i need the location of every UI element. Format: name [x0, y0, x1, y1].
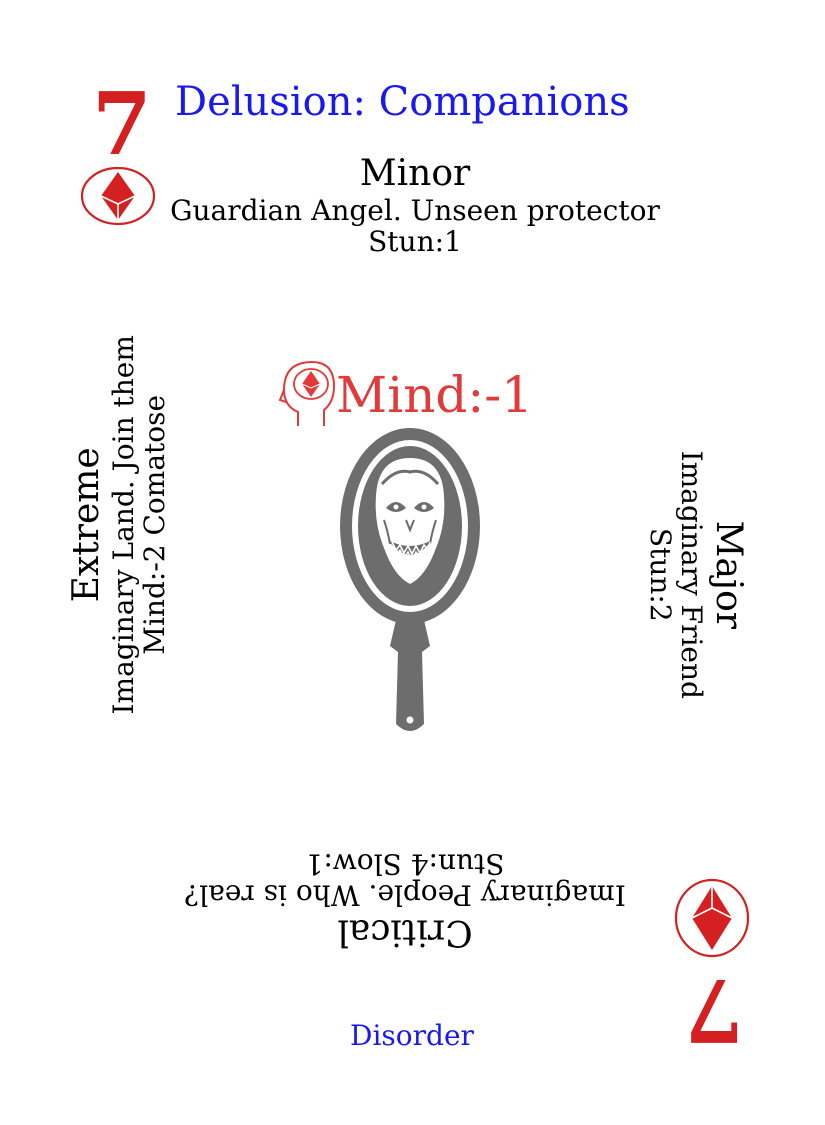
card-footer: Disorder: [350, 1019, 474, 1052]
critical-effect: Stun:4 Slow:1: [305, 847, 505, 881]
minor-desc: Guardian Angel. Unseen protector: [170, 194, 660, 227]
mind-modifier: Mind:-1: [336, 366, 533, 424]
major-desc: Imaginary Friend: [674, 450, 708, 699]
minor-effect: Stun:1: [368, 224, 462, 258]
major-effect: Stun:2: [644, 527, 677, 622]
critical-desc: Imaginary People. Who is real?: [184, 878, 626, 912]
diamond-suit-icon: [80, 166, 156, 226]
major-label: Major: [707, 520, 749, 629]
head-diamond-icon: [278, 360, 336, 426]
minor-label: Minor: [359, 153, 471, 194]
diamond-suit-icon: [674, 878, 750, 958]
card-title: Delusion: Companions: [175, 79, 630, 125]
extreme-effect: Mind:-2 Comatose: [138, 394, 171, 655]
haunted-mirror-icon: [340, 428, 480, 731]
extreme-label: Extreme: [66, 447, 108, 603]
critical-label: Critical: [337, 911, 473, 953]
severity-minor: Minor Guardian Angel. Unseen protector S…: [165, 156, 665, 258]
rank-top-left: 7: [92, 74, 152, 175]
rank-bottom-right: 7: [684, 959, 744, 1060]
severity-extreme: Extreme Imaginary Land. Join them Mind:-…: [66, 325, 171, 725]
severity-critical: Critical Imaginary People. Who is real? …: [155, 847, 655, 953]
severity-major: Major Imaginary Friend Stun:2: [644, 375, 749, 775]
extreme-desc: Imaginary Land. Join them: [107, 335, 141, 715]
